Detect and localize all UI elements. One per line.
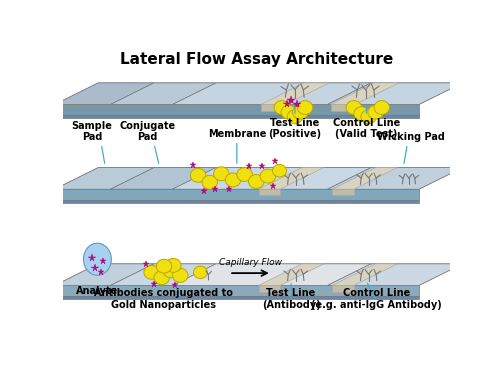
Ellipse shape: [361, 110, 376, 124]
Polygon shape: [330, 83, 399, 105]
Text: Control Line
(Valid Test): Control Line (Valid Test): [332, 118, 400, 139]
Ellipse shape: [292, 105, 308, 119]
Text: Capillary Flow: Capillary Flow: [218, 258, 282, 267]
Polygon shape: [55, 115, 419, 118]
Polygon shape: [261, 105, 285, 111]
Ellipse shape: [156, 259, 172, 273]
Polygon shape: [55, 285, 419, 296]
Ellipse shape: [154, 271, 170, 285]
Polygon shape: [258, 168, 324, 189]
Polygon shape: [55, 83, 463, 105]
Text: Conjugate
Pad: Conjugate Pad: [120, 121, 176, 142]
Polygon shape: [110, 168, 216, 189]
Text: Sample
Pad: Sample Pad: [72, 121, 112, 142]
Polygon shape: [258, 264, 324, 285]
Polygon shape: [55, 105, 419, 115]
Ellipse shape: [163, 264, 179, 278]
Ellipse shape: [287, 110, 303, 124]
Polygon shape: [330, 105, 355, 111]
Text: Lateral Flow Assay Architecture: Lateral Flow Assay Architecture: [120, 52, 393, 67]
Ellipse shape: [281, 105, 296, 119]
Text: Antibodies conjugated to
Gold Nanoparticles: Antibodies conjugated to Gold Nanopartic…: [94, 288, 232, 310]
Polygon shape: [55, 168, 463, 189]
Polygon shape: [110, 264, 216, 285]
Ellipse shape: [260, 169, 276, 183]
Polygon shape: [328, 83, 462, 105]
Ellipse shape: [346, 101, 362, 115]
Ellipse shape: [272, 164, 286, 177]
Polygon shape: [110, 83, 216, 105]
Ellipse shape: [248, 175, 264, 188]
Polygon shape: [84, 243, 112, 275]
Polygon shape: [258, 285, 280, 291]
Polygon shape: [172, 168, 371, 189]
Ellipse shape: [172, 268, 188, 282]
Ellipse shape: [194, 266, 207, 278]
Polygon shape: [55, 83, 154, 105]
Text: Test Line
(Antibody): Test Line (Antibody): [262, 288, 320, 310]
Polygon shape: [261, 83, 329, 105]
Polygon shape: [332, 189, 354, 195]
Ellipse shape: [374, 101, 390, 115]
Ellipse shape: [368, 105, 384, 119]
Polygon shape: [55, 168, 154, 189]
Ellipse shape: [190, 169, 206, 182]
Polygon shape: [55, 200, 419, 203]
Ellipse shape: [214, 167, 229, 181]
Polygon shape: [332, 168, 398, 189]
Ellipse shape: [354, 107, 370, 121]
Ellipse shape: [225, 173, 241, 187]
Polygon shape: [328, 264, 462, 285]
Ellipse shape: [166, 259, 181, 272]
Polygon shape: [55, 264, 463, 285]
Ellipse shape: [298, 101, 313, 115]
Polygon shape: [55, 189, 419, 200]
Polygon shape: [55, 296, 419, 299]
Polygon shape: [172, 83, 371, 105]
Ellipse shape: [144, 265, 160, 279]
Ellipse shape: [237, 168, 252, 182]
Polygon shape: [328, 168, 462, 189]
Text: Analyte: Analyte: [76, 286, 118, 296]
Polygon shape: [332, 285, 354, 291]
Polygon shape: [55, 264, 154, 285]
Polygon shape: [258, 189, 280, 195]
Polygon shape: [172, 264, 371, 285]
Text: Wicking Pad: Wicking Pad: [378, 132, 445, 142]
Text: Test Line
(Positive): Test Line (Positive): [268, 118, 322, 139]
Text: Control Line
(e.g. anti-IgG Antibody): Control Line (e.g. anti-IgG Antibody): [311, 288, 442, 310]
Ellipse shape: [274, 101, 289, 115]
Ellipse shape: [202, 175, 218, 189]
Polygon shape: [332, 264, 398, 285]
Text: Membrane: Membrane: [208, 129, 266, 139]
